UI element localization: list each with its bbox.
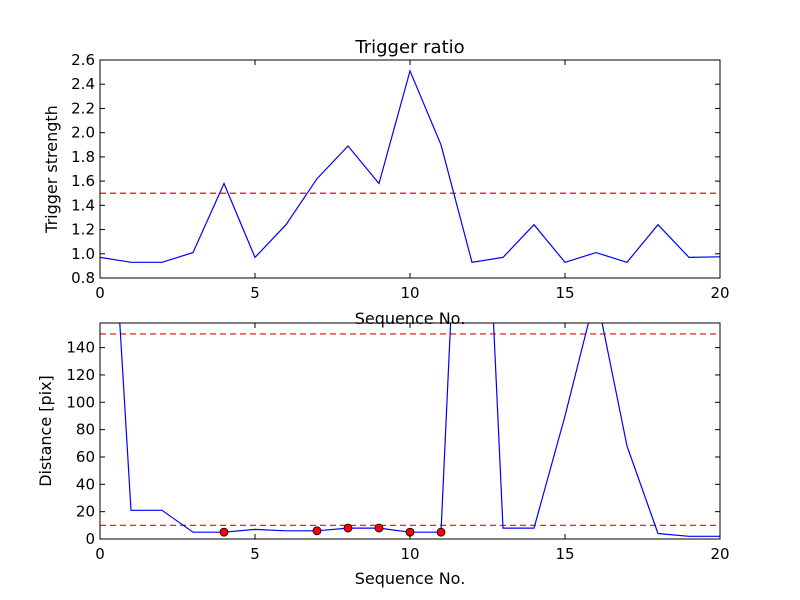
x-tick-label: 20 bbox=[710, 545, 729, 563]
y-tick-label: 100 bbox=[66, 393, 95, 411]
series-line bbox=[100, 69, 720, 263]
highlight-point bbox=[343, 523, 353, 533]
x-tick-label: 10 bbox=[400, 545, 419, 563]
y-tick-label: 0.8 bbox=[71, 269, 95, 287]
x-tick-label: 10 bbox=[400, 284, 419, 302]
y-tick-label: 140 bbox=[66, 339, 95, 357]
y-tick-label: 2.4 bbox=[71, 75, 95, 93]
y-tick-label: 1.2 bbox=[71, 221, 95, 239]
y-tick-label: 1.6 bbox=[71, 172, 95, 190]
highlight-point bbox=[436, 527, 446, 537]
y-tick-label: 2.6 bbox=[71, 51, 95, 69]
highlight-point bbox=[312, 526, 322, 536]
y-tick-label: 20 bbox=[76, 503, 95, 521]
y-tick-label: 1.4 bbox=[71, 196, 95, 214]
y-axis-label: Trigger strength bbox=[42, 105, 61, 234]
y-tick-label: 120 bbox=[66, 366, 95, 384]
chart-title: Trigger ratio bbox=[354, 37, 464, 58]
y-tick-label: 2.0 bbox=[71, 124, 95, 142]
y-tick-label: 1.0 bbox=[71, 245, 95, 263]
x-tick-label: 20 bbox=[710, 284, 729, 302]
y-tick-label: 80 bbox=[76, 421, 95, 439]
x-tick-label: 15 bbox=[555, 545, 574, 563]
y-tick-label: 1.8 bbox=[71, 148, 95, 166]
y-tick-label: 2.2 bbox=[71, 99, 95, 117]
x-tick-label: 5 bbox=[250, 545, 260, 563]
highlight-point bbox=[374, 523, 384, 533]
y-axis-label: Distance [pix] bbox=[36, 375, 55, 487]
x-tick-label: 15 bbox=[555, 284, 574, 302]
x-tick-label: 0 bbox=[95, 545, 105, 563]
y-tick-label: 40 bbox=[76, 475, 95, 493]
highlight-point bbox=[219, 527, 229, 537]
x-tick-label: 5 bbox=[250, 284, 260, 302]
y-tick-label: 0 bbox=[85, 530, 95, 548]
y-tick-label: 60 bbox=[76, 448, 95, 466]
x-axis-label: Sequence No. bbox=[355, 569, 466, 588]
x-tick-label: 0 bbox=[95, 284, 105, 302]
